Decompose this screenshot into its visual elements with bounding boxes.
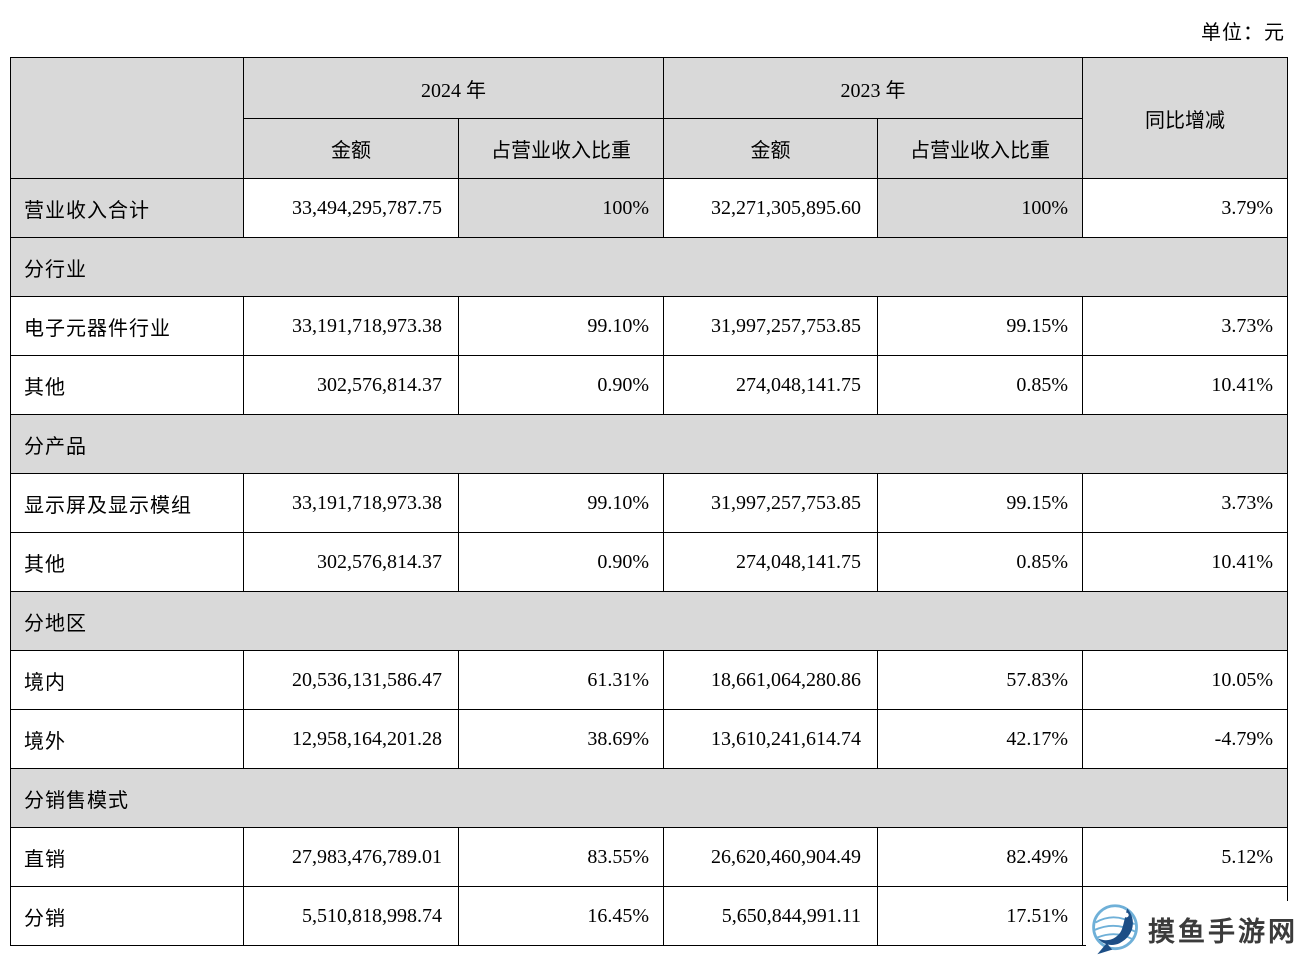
ratio-2024-cell: 16.45%	[458, 886, 664, 946]
amount-2023-cell: 13,610,241,614.74	[663, 709, 878, 769]
row-label-cell: 直销	[10, 827, 244, 887]
table-row: 营业收入合计 33,494,295,787.75 100% 32,271,305,89…	[10, 178, 1288, 238]
table-row: 电子元器件行业 33,191,718,973.38 99.10% 31,997,257…	[10, 296, 1288, 356]
ratio-2023-cell: 99.15%	[877, 296, 1083, 356]
amount-2024-cell: 33,494,295,787.75	[243, 178, 459, 238]
ratio-2024-cell: 83.55%	[458, 827, 664, 887]
yoy-header: 同比增减	[1082, 57, 1288, 179]
ratio-2024-cell: 99.10%	[458, 296, 664, 356]
amount-2024-cell: 302,576,814.37	[243, 355, 459, 415]
row-label-cell: 营业收入合计	[10, 178, 244, 238]
amount-2024-cell: 20,536,131,586.47	[243, 650, 459, 710]
yoy-cell: 3.79%	[1082, 178, 1288, 238]
ratio-2024-cell: 0.90%	[458, 355, 664, 415]
amount-2024-cell: 12,958,164,201.28	[243, 709, 459, 769]
ratio-2023-cell: 0.85%	[877, 532, 1083, 592]
row-label-cell: 境外	[10, 709, 244, 769]
amount-2023-cell: 32,271,305,895.60	[663, 178, 878, 238]
table-row: 直销 27,983,476,789.01 83.55% 26,620,460,904.…	[10, 827, 1288, 887]
ratio-2023-cell: 0.85%	[877, 355, 1083, 415]
ratio-2024-cell: 61.31%	[458, 650, 664, 710]
row-label-cell: 境内	[10, 650, 244, 710]
section-header-cell: 分销售模式	[10, 768, 1288, 828]
yoy-cell: 10.41%	[1082, 532, 1288, 592]
revenue-table: 2024 年 2023 年 同比增减 金额 占营业收入比重 金额 占营业收入比重…	[10, 57, 1288, 946]
section-row: 分地区	[10, 591, 1288, 651]
ratio-2023-cell: 100%	[877, 178, 1083, 238]
amount-2024-cell: 27,983,476,789.01	[243, 827, 459, 887]
ratio-2024-header: 占营业收入比重	[458, 118, 664, 179]
table-row: 显示屏及显示模组 33,191,718,973.38 99.10% 31,997,25…	[10, 473, 1288, 533]
amount-2024-cell: 5,510,818,998.74	[243, 886, 459, 946]
yoy-cell: 5.12%	[1082, 827, 1288, 887]
amount-2024-cell: 33,191,718,973.38	[243, 473, 459, 533]
unit-label: 单位：元	[1201, 22, 1285, 44]
section-header-cell: 分产品	[10, 414, 1288, 474]
watermark-text: 摸鱼手游网	[1148, 917, 1295, 947]
section-header-cell: 分地区	[10, 591, 1288, 651]
amount-2024-cell: 33,191,718,973.38	[243, 296, 459, 356]
row-label-cell: 其他	[10, 532, 244, 592]
row-label-cell: 分销	[10, 886, 244, 946]
ratio-2023-cell: 57.83%	[877, 650, 1083, 710]
table-row: 其他 302,576,814.37 0.90% 274,048,141.75 0.85%…	[10, 532, 1288, 592]
header-row-metrics: 金额 占营业收入比重 金额 占营业收入比重	[11, 118, 1288, 179]
ratio-2023-cell: 82.49%	[877, 827, 1083, 887]
row-label-cell: 显示屏及显示模组	[10, 473, 244, 533]
ratio-2023-header: 占营业收入比重	[877, 118, 1083, 179]
ratio-2023-cell: 99.15%	[877, 473, 1083, 533]
section-row: 分行业	[10, 237, 1288, 297]
header-row-years: 2024 年 2023 年 同比增减	[10, 57, 1288, 179]
yoy-cell: 3.73%	[1082, 296, 1288, 356]
yoy-cell: 10.41%	[1082, 355, 1288, 415]
ratio-2024-cell: 99.10%	[458, 473, 664, 533]
corner-blank-cell	[10, 57, 244, 179]
section-header-cell: 分行业	[10, 237, 1288, 297]
section-row: 分销售模式	[10, 768, 1288, 828]
row-label-cell: 电子元器件行业	[10, 296, 244, 356]
table-row: 境外 12,958,164,201.28 38.69% 13,610,241,614.…	[10, 709, 1288, 769]
amount-2023-header: 金额	[663, 118, 878, 179]
amount-2023-cell: 5,650,844,991.11	[663, 886, 878, 946]
yoy-cell: -4.79%	[1082, 709, 1288, 769]
ratio-2024-cell: 0.90%	[458, 532, 664, 592]
year-2024-header: 2024 年	[243, 57, 664, 119]
table-row: 境内 20,536,131,586.47 61.31% 18,661,064,280.…	[10, 650, 1288, 710]
ratio-2023-cell: 42.17%	[877, 709, 1083, 769]
row-label-cell: 其他	[10, 355, 244, 415]
amount-2023-cell: 18,661,064,280.86	[663, 650, 878, 710]
amount-2023-cell: 31,997,257,753.85	[663, 296, 878, 356]
amount-2023-cell: 274,048,141.75	[663, 355, 878, 415]
amount-2024-header: 金额	[243, 118, 459, 179]
fish-globe-logo-icon	[1092, 903, 1138, 954]
year-2023-header: 2023 年	[663, 57, 1083, 119]
ratio-2024-cell: 100%	[458, 178, 664, 238]
yoy-cell: 3.73%	[1082, 473, 1288, 533]
ratio-2023-cell: 17.51%	[877, 886, 1083, 946]
amount-2023-cell: 31,997,257,753.85	[663, 473, 878, 533]
amount-2024-cell: 302,576,814.37	[243, 532, 459, 592]
amount-2023-cell: 26,620,460,904.49	[663, 827, 878, 887]
yoy-cell: 10.05%	[1082, 650, 1288, 710]
ratio-2024-cell: 38.69%	[458, 709, 664, 769]
section-row: 分产品	[10, 414, 1288, 474]
watermark: 摸鱼手游网	[1086, 901, 1295, 958]
amount-2023-cell: 274,048,141.75	[663, 532, 878, 592]
table-row: 其他 302,576,814.37 0.90% 274,048,141.75 0.85%…	[10, 355, 1288, 415]
